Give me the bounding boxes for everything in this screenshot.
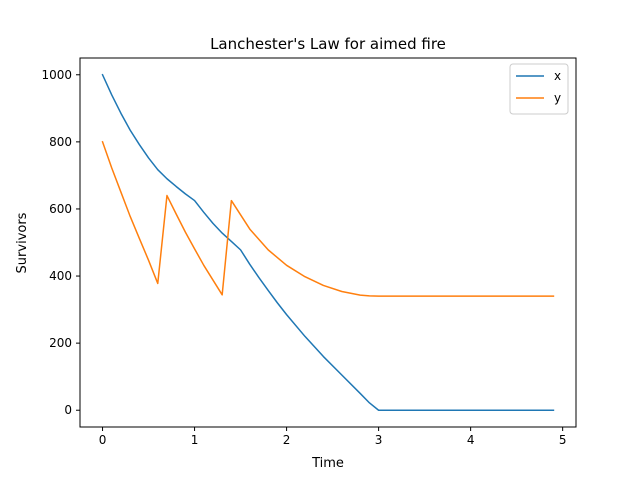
x-tick-label: 3	[375, 433, 383, 447]
x-tick-label: 5	[559, 433, 567, 447]
x-tick-label: 4	[467, 433, 475, 447]
legend-label-y: y	[554, 91, 561, 105]
y-tick-label: 200	[49, 336, 72, 350]
x-tick-label: 2	[283, 433, 291, 447]
chart-title: Lanchester's Law for aimed fire	[210, 35, 446, 53]
y-tick-label: 800	[49, 135, 72, 149]
plot-area: 0 1 2 3 4 5 0 200 400 600 800 1000	[41, 57, 577, 447]
axes-frame	[79, 57, 577, 428]
y-tick-label: 1000	[41, 68, 72, 82]
y-axis-label: Survivors	[15, 212, 30, 273]
x-axis-label: Time	[311, 456, 344, 471]
x-tick-label: 1	[191, 433, 199, 447]
x-tick-label: 0	[99, 433, 107, 447]
series-line-x	[101, 73, 555, 411]
legend-label-x: x	[554, 69, 561, 83]
legend: xy	[509, 63, 569, 115]
y-tick-label: 400	[49, 269, 72, 283]
series-line-y	[101, 140, 555, 297]
y-tick-label: 600	[49, 202, 72, 216]
y-tick-label: 0	[64, 403, 72, 417]
